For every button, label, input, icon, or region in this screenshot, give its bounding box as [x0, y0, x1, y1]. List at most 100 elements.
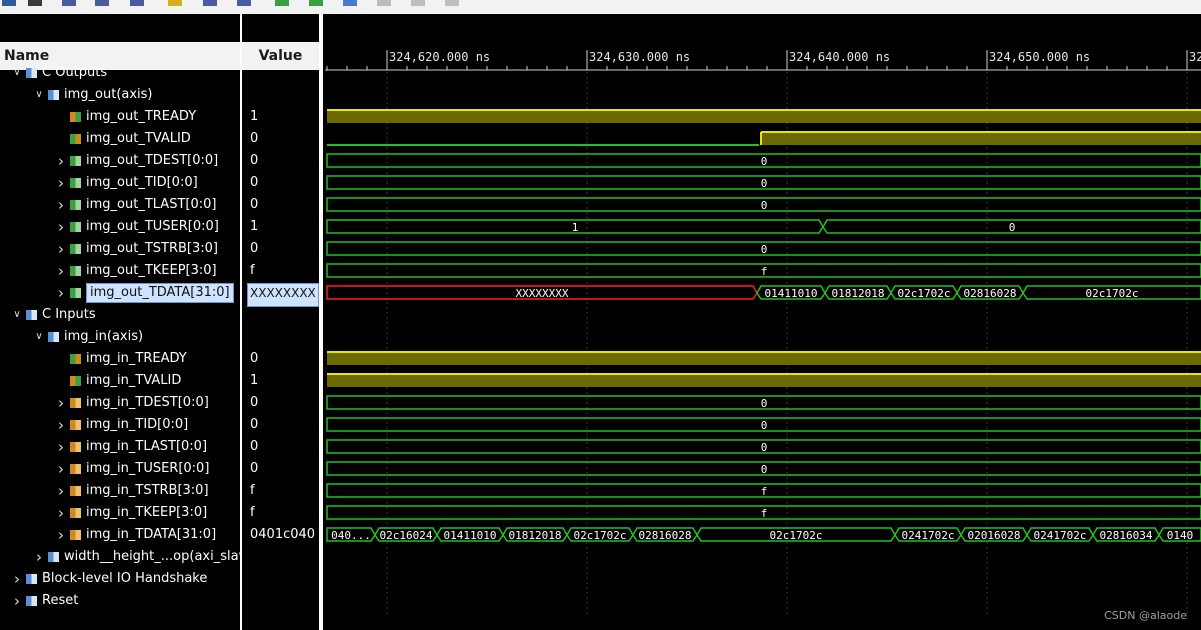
signal-row[interactable]: › img_in_TDEST[0:0] — [0, 392, 240, 414]
expand-arrow-icon[interactable]: › — [58, 460, 64, 478]
expand-arrow-icon[interactable]: › — [58, 196, 64, 214]
marker-icon[interactable] — [168, 0, 182, 6]
signal-name: img_out_TREADY — [86, 109, 197, 124]
signal-row[interactable]: ∨ C Inputs — [0, 304, 240, 326]
expand-arrow-icon[interactable]: › — [58, 394, 64, 412]
prev-edge-icon[interactable] — [275, 0, 289, 6]
signal-row[interactable]: ∨ img_in(axis) — [0, 326, 240, 348]
bus-value-label: 0 — [761, 155, 768, 168]
collapse-arrow-icon[interactable]: ∨ — [13, 67, 21, 78]
signal-row[interactable]: › img_out_TUSER[0:0] — [0, 216, 240, 238]
signal-value: 0 — [250, 439, 259, 454]
signal-name: C Inputs — [42, 307, 96, 322]
expand-arrow-icon[interactable]: › — [58, 174, 64, 192]
toolbar-button-2[interactable] — [28, 0, 42, 6]
toolbar-button-1[interactable] — [2, 0, 16, 6]
signal-row[interactable]: › img_in_TLAST[0:0] — [0, 436, 240, 458]
expand-arrow-icon[interactable]: › — [58, 152, 64, 170]
expand-arrow-icon[interactable]: › — [58, 416, 64, 434]
zoom-fit-icon[interactable] — [130, 0, 144, 6]
timeline-tick-label: 324,650.000 ns — [989, 50, 1090, 64]
signal-row[interactable]: › img_out_TID[0:0] — [0, 172, 240, 194]
collapse-arrow-icon[interactable]: ∨ — [35, 89, 43, 100]
timeline-tick-label: 32 — [1189, 50, 1201, 64]
zoom-out-icon[interactable] — [95, 0, 109, 6]
signal-value: XXXXXXXX — [247, 283, 319, 307]
expand-arrow-icon[interactable]: › — [58, 482, 64, 500]
name-column-header[interactable]: Name — [0, 42, 240, 70]
value-column-header[interactable]: Value — [242, 42, 319, 70]
signal-row[interactable]: › img_out_TKEEP[3:0] — [0, 260, 240, 282]
add-marker-icon[interactable] — [343, 0, 357, 6]
signal-row[interactable]: › img_in_TSTRB[3:0] — [0, 480, 240, 502]
bus-value-label: 02816034 — [1100, 529, 1153, 542]
signal-row[interactable]: › Reset — [0, 590, 240, 612]
bus-value-label: 0 — [761, 419, 768, 432]
signal-row[interactable]: › img_out_TLAST[0:0] — [0, 194, 240, 216]
expand-arrow-icon[interactable]: › — [14, 570, 20, 588]
bus-segment — [326, 461, 1201, 476]
signal-row[interactable]: › img_in_TUSER[0:0] — [0, 458, 240, 480]
signal-name: img_out(axis) — [64, 87, 153, 102]
signal-row[interactable]: › img_out_TSTRB[3:0] — [0, 238, 240, 260]
signal-name: img_in(axis) — [64, 329, 144, 344]
signal-row[interactable]: › Block-level IO Handshake — [0, 568, 240, 590]
bus-value-label: 02c1702c — [898, 287, 951, 300]
value-wave-splitter[interactable] — [319, 14, 323, 630]
next-marker-icon[interactable] — [411, 0, 425, 6]
signal-row[interactable]: › img_out_TDEST[0:0] — [0, 150, 240, 172]
swap-cursors-icon[interactable] — [445, 0, 459, 6]
collapse-arrow-icon[interactable]: ∨ — [35, 331, 43, 342]
expand-arrow-icon[interactable]: › — [58, 284, 64, 302]
expand-arrow-icon[interactable]: › — [58, 526, 64, 544]
signal-out-icon — [70, 354, 81, 364]
signal-row[interactable]: › width__height_...op(axi_slave — [0, 546, 240, 568]
go-to-end-icon[interactable] — [237, 0, 251, 6]
expand-arrow-icon[interactable]: › — [58, 218, 64, 236]
name-value-splitter[interactable] — [240, 14, 242, 630]
signal-row[interactable]: img_in_TREADY — [0, 348, 240, 370]
bus-in-icon — [70, 530, 81, 540]
signal-row[interactable]: › img_out_TDATA[31:0] — [0, 282, 240, 304]
signal-row[interactable]: › img_in_TKEEP[3:0] — [0, 502, 240, 524]
signal-value: f — [250, 483, 255, 498]
bus-value-label: 0 — [761, 441, 768, 454]
expand-arrow-icon[interactable]: › — [58, 438, 64, 456]
waveform-panel[interactable]: 324,620.000 ns 324,630.000 ns 324,640.000 … — [325, 14, 1201, 630]
expand-arrow-icon[interactable]: › — [36, 548, 42, 566]
bus-value-label: 02c1702c — [1086, 287, 1139, 300]
expand-arrow-icon[interactable]: › — [58, 240, 64, 258]
bus-in-icon — [70, 508, 81, 518]
signal-row[interactable]: ∨ img_out(axis) — [0, 84, 240, 106]
signal-value: 1 — [250, 373, 259, 388]
prev-marker-icon[interactable] — [377, 0, 391, 6]
expand-arrow-icon[interactable]: › — [58, 504, 64, 522]
bus-segment — [326, 505, 1201, 520]
signal-name: img_out_TID[0:0] — [86, 175, 198, 190]
toolbar — [0, 0, 1201, 14]
bus-value-label: 01411010 — [765, 287, 818, 300]
signal-value: 0 — [250, 417, 259, 432]
expand-arrow-icon[interactable]: › — [14, 592, 20, 610]
signal-value: 0 — [250, 131, 259, 146]
bus-segment — [326, 439, 1201, 454]
signal-row[interactable]: › img_in_TDATA[31:0] — [0, 524, 240, 546]
signal-row[interactable]: img_in_TVALID — [0, 370, 240, 392]
expand-arrow-icon[interactable]: › — [58, 262, 64, 280]
signal-row[interactable]: ∨ C Outputs — [0, 62, 240, 84]
next-edge-icon[interactable] — [309, 0, 323, 6]
signal-in-icon — [70, 112, 81, 122]
zoom-in-icon[interactable] — [62, 0, 76, 6]
bus-value-label: 02016028 — [968, 529, 1021, 542]
signal-row[interactable]: img_out_TVALID — [0, 128, 240, 150]
bus-value-label: 040... — [331, 529, 371, 542]
go-to-start-icon[interactable] — [203, 0, 217, 6]
bus-value-label: 02c1702c — [770, 529, 823, 542]
bus-value-label: 02c1702c — [574, 529, 627, 542]
signal-row[interactable]: img_out_TREADY — [0, 106, 240, 128]
signal-name: img_out_TKEEP[3:0] — [86, 263, 217, 278]
signal-row[interactable]: › img_in_TID[0:0] — [0, 414, 240, 436]
collapse-arrow-icon[interactable]: ∨ — [13, 309, 21, 320]
waveform-canvas[interactable]: 324,620.000 ns 324,630.000 ns 324,640.000 … — [325, 14, 1201, 630]
signal-value: 0 — [250, 153, 259, 168]
